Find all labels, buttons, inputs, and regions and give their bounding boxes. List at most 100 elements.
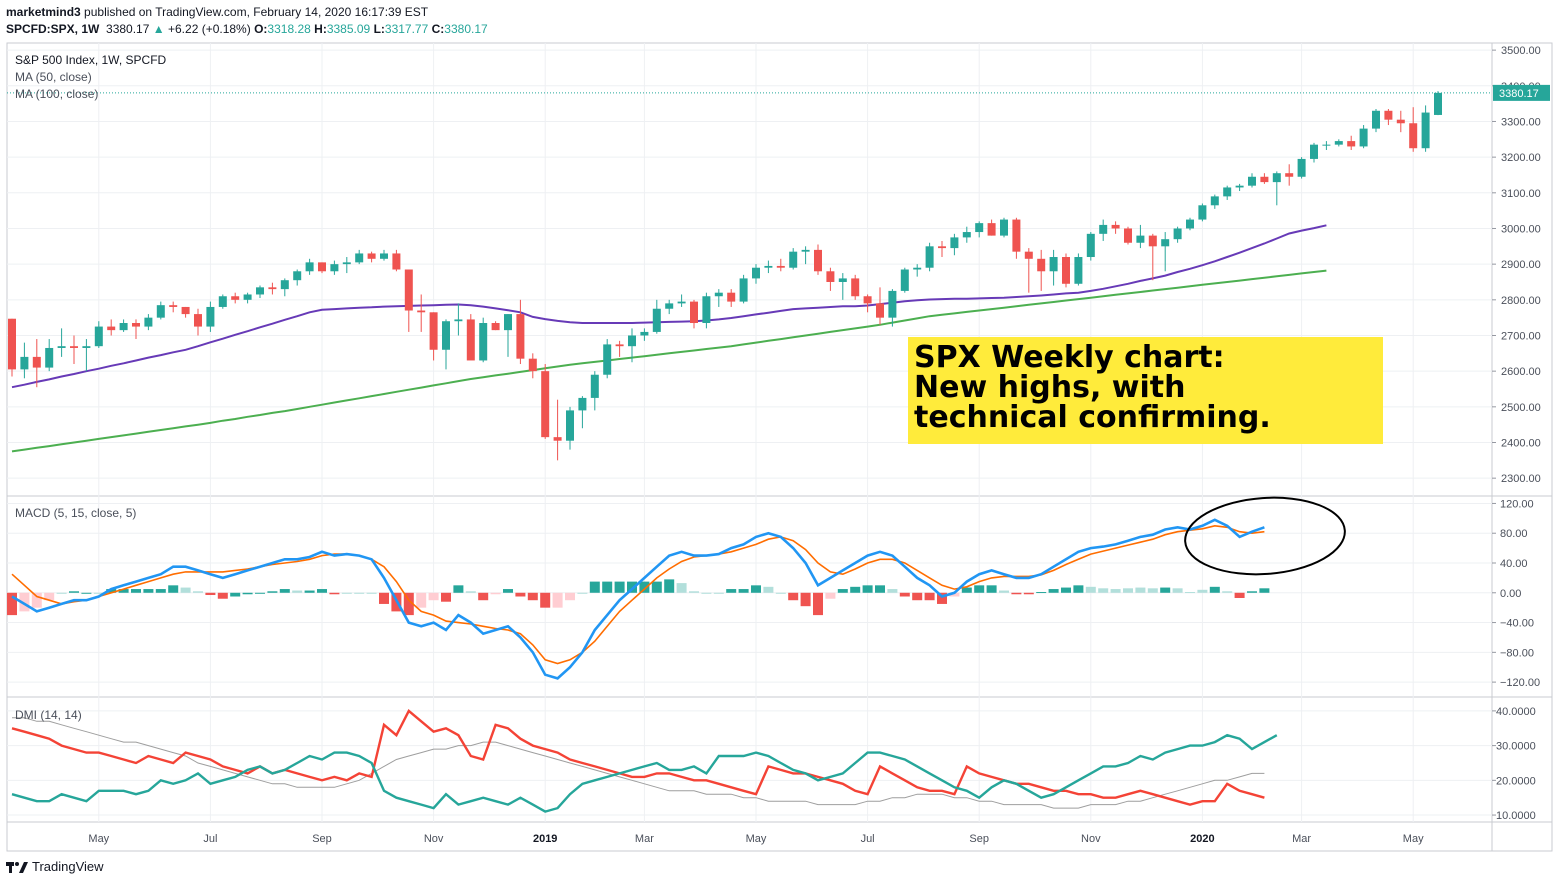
candle-body: [132, 323, 140, 327]
time-tick-label: 2019: [533, 833, 557, 845]
author-name[interactable]: marketmind3: [6, 5, 81, 19]
candle: [504, 314, 512, 357]
macd-histogram-bar: [949, 592, 960, 597]
macd-histogram-bar: [1147, 588, 1158, 593]
candle-body: [1272, 173, 1281, 183]
footer-brand-label: TradingView: [32, 859, 104, 874]
candle: [1372, 108, 1380, 133]
macd-histogram-bar: [379, 592, 389, 604]
time-tick-label: Sep: [969, 833, 989, 845]
candle: [132, 319, 140, 340]
candle: [280, 278, 289, 297]
price-tick-label: 2500.00: [1501, 402, 1541, 414]
macd-histogram-bar: [267, 591, 278, 593]
time-tick-label: Jul: [861, 833, 875, 845]
macd-histogram-bar: [565, 592, 575, 601]
candle: [1074, 253, 1083, 286]
time-tick-label: May: [1403, 833, 1424, 845]
macd-histogram-bar: [515, 592, 526, 597]
candle-body: [702, 296, 711, 324]
legend-dmi[interactable]: DMI (14, 14): [15, 708, 82, 722]
candle-body: [392, 253, 401, 270]
price-tick-label: 3100.00: [1501, 188, 1541, 200]
candle-body: [1297, 158, 1306, 177]
candle: [1223, 185, 1232, 200]
macd-histogram-bar: [1247, 591, 1257, 593]
candle: [1421, 105, 1430, 152]
macd-tick-label: 80.00: [1500, 528, 1528, 540]
time-tick-label: May: [746, 833, 767, 845]
macd-histogram-bar: [329, 592, 340, 595]
macd-histogram-bar: [131, 589, 141, 593]
candle: [70, 335, 78, 365]
candle-body: [243, 294, 252, 300]
candle: [950, 233, 959, 256]
legend-ma100[interactable]: MA (100, close): [15, 87, 99, 101]
macd-histogram-bar: [44, 592, 55, 601]
high-value: 3385.09: [326, 22, 371, 36]
macd-histogram-bar: [1234, 592, 1245, 598]
candle: [665, 299, 674, 315]
candle-body: [57, 346, 66, 348]
candle: [32, 339, 41, 388]
candle: [1012, 217, 1021, 259]
macd-histogram-bar: [1048, 589, 1059, 593]
legend-macd[interactable]: MACD (5, 15, close, 5): [15, 506, 137, 520]
candle-body: [776, 265, 785, 268]
candle-body: [330, 264, 339, 272]
macd-histogram-bar: [961, 587, 972, 593]
last-price: 3380.17: [106, 22, 150, 36]
footer-brand[interactable]: TradingView: [6, 859, 104, 874]
price-tick-label: 2800.00: [1501, 295, 1541, 307]
candle-body: [504, 314, 512, 331]
candle-body: [144, 317, 153, 327]
axis-labels: 3500.003400.003300.003200.003100.003000.…: [7, 45, 1550, 845]
last-price-label: 3380.17: [1499, 88, 1539, 100]
time-tick-label: 2020: [1190, 833, 1214, 845]
macd-histogram-bar: [1160, 587, 1171, 593]
macd-histogram-bar: [478, 592, 489, 601]
legend-ma50[interactable]: MA (50, close): [15, 70, 92, 84]
candle-body: [665, 303, 674, 309]
candle-body: [256, 287, 264, 295]
macd-histogram-bar: [205, 592, 216, 596]
candle: [429, 312, 438, 361]
candle: [727, 289, 736, 307]
publish-line: marketmind3 published on TradingView.com…: [6, 5, 428, 19]
ohlc-line: SPCFD:SPX, 1W 3380.17 ▲ +6.22 (+0.18%) O…: [6, 22, 488, 36]
candle-body: [603, 344, 612, 375]
last-price-badge: [1493, 84, 1550, 101]
candle-body: [1396, 119, 1405, 124]
macd-histogram-bar: [738, 589, 749, 593]
candle-body: [293, 271, 302, 281]
candle: [1099, 219, 1108, 241]
candle: [603, 339, 612, 379]
macd-histogram-bar: [887, 589, 898, 593]
candle: [987, 219, 996, 236]
price-tick-label: 3500.00: [1501, 45, 1541, 57]
candle-body: [628, 335, 636, 347]
macd-histogram-bar: [875, 585, 885, 593]
hand-drawn-circle: [1184, 496, 1346, 576]
macd-histogram-bar: [56, 592, 67, 594]
legend-main[interactable]: S&P 500 Index, 1W, SPCFD: [15, 53, 167, 67]
candle: [1434, 91, 1442, 116]
candle: [814, 244, 822, 275]
candle: [57, 328, 66, 357]
candle-body: [1223, 187, 1232, 197]
candle-body: [566, 410, 574, 441]
candle-body: [789, 251, 798, 268]
adx-line: [12, 717, 1265, 809]
candle-body: [876, 303, 884, 318]
high-label: H:: [314, 22, 327, 36]
price-tick-label: 2900.00: [1501, 259, 1541, 271]
candle: [1347, 135, 1356, 151]
macd-histogram-bar: [974, 585, 985, 593]
open-value: 3318.28: [267, 22, 311, 36]
macd-histogram-bar: [69, 591, 79, 593]
macd-tick-label: 120.00: [1500, 498, 1534, 510]
candle: [962, 226, 971, 243]
macd-histogram-bar: [651, 581, 662, 593]
candle-body: [801, 249, 810, 252]
candle-body: [690, 301, 698, 324]
